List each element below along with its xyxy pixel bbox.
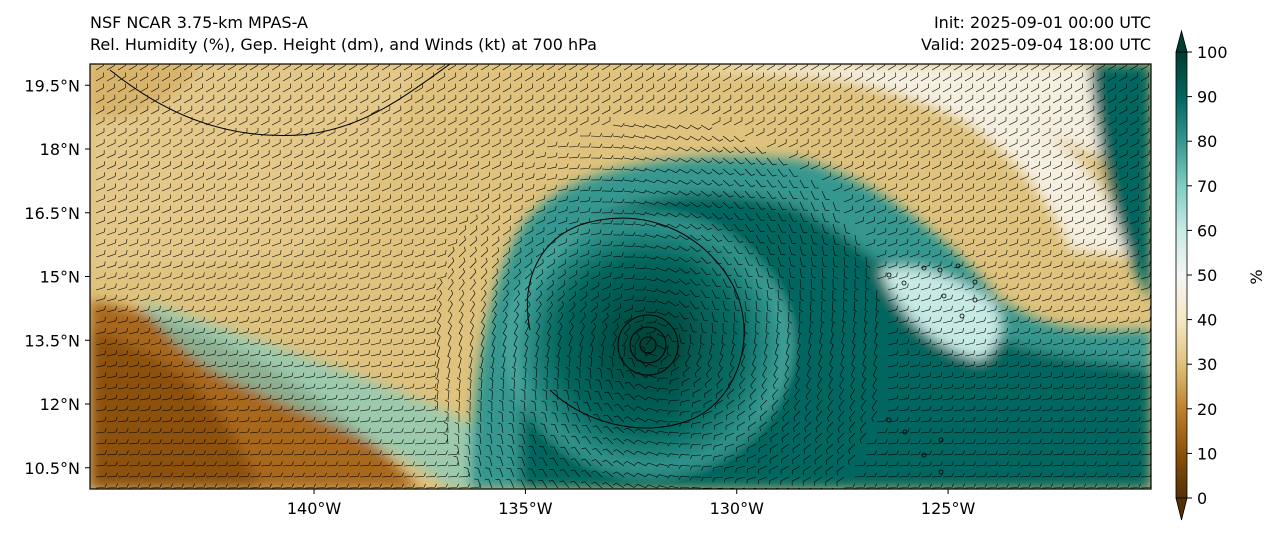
colorbar-body <box>1175 51 1188 499</box>
colorbar-tick-label: 90 <box>1197 88 1217 107</box>
lon-tick-label: 130°W <box>710 499 765 518</box>
lon-tick-label: 135°W <box>498 499 553 518</box>
calm-wind-marker <box>902 429 908 435</box>
colorbar-label: % <box>1247 269 1266 284</box>
calm-wind-marker <box>921 265 927 271</box>
lon-tick-label: 125°W <box>921 499 976 518</box>
calm-wind-marker <box>972 297 978 303</box>
title-valid-time: Valid: 2025-09-04 18:00 UTC <box>920 35 1151 54</box>
wind-barb-field <box>95 64 1151 489</box>
colorbar-ticks: 0 10 20 30 40 50 60 70 80 90 100 <box>1187 43 1228 508</box>
calm-wind-marker <box>938 469 944 475</box>
colorbar-tick-label: 20 <box>1197 400 1217 419</box>
calm-wind-marker <box>921 452 927 458</box>
colorbar-tick-label: 30 <box>1197 355 1217 374</box>
calm-wind-marker <box>937 267 943 273</box>
colorbar-tick-label: 10 <box>1197 444 1217 463</box>
lat-tick-label: 13.5°N <box>24 331 80 350</box>
title-fields: Rel. Humidity (%), Gep. Height (dm), and… <box>90 35 597 54</box>
colorbar-extend-bottom <box>1175 497 1188 521</box>
calm-wind-markers <box>886 263 978 475</box>
colorbar-extend-top <box>1175 29 1188 53</box>
colorbar: 0 10 20 30 40 50 60 70 80 90 100 % <box>1175 29 1266 521</box>
colorbar-tick-label: 60 <box>1197 221 1217 240</box>
calm-wind-marker <box>972 279 978 285</box>
humidity-map <box>90 64 1151 489</box>
latitude-axis: 19.5°N 18°N 16.5°N 15°N 13.5°N 12°N 10.5°N <box>24 76 90 478</box>
wind-barbs <box>95 64 1151 489</box>
lat-tick-label: 18°N <box>40 140 80 159</box>
lat-tick-label: 19.5°N <box>24 76 80 95</box>
calm-wind-marker <box>901 280 907 286</box>
title-init-time: Init: 2025-09-01 00:00 UTC <box>933 13 1151 32</box>
lat-tick-label: 12°N <box>40 395 80 414</box>
calm-wind-marker <box>938 437 944 443</box>
lat-tick-label: 15°N <box>40 268 80 287</box>
calm-wind-marker <box>955 263 961 269</box>
calm-wind-marker <box>886 417 892 423</box>
calm-wind-marker <box>886 272 892 278</box>
calm-wind-marker <box>941 293 947 299</box>
colorbar-tick-label: 70 <box>1197 177 1217 196</box>
lat-tick-label: 10.5°N <box>24 459 80 478</box>
lon-tick-label: 140°W <box>287 499 342 518</box>
calm-wind-marker <box>959 313 965 319</box>
colorbar-tick-label: 0 <box>1197 489 1207 508</box>
longitude-axis: 140°W 135°W 130°W 125°W <box>287 489 976 518</box>
colorbar-tick-label: 50 <box>1197 266 1217 285</box>
colorbar-tick-label: 80 <box>1197 132 1217 151</box>
colorbar-tick-label: 40 <box>1197 311 1217 330</box>
title-model: NSF NCAR 3.75-km MPAS-A <box>90 13 308 32</box>
colorbar-tick-label: 100 <box>1197 43 1228 62</box>
lat-tick-label: 16.5°N <box>24 204 80 223</box>
